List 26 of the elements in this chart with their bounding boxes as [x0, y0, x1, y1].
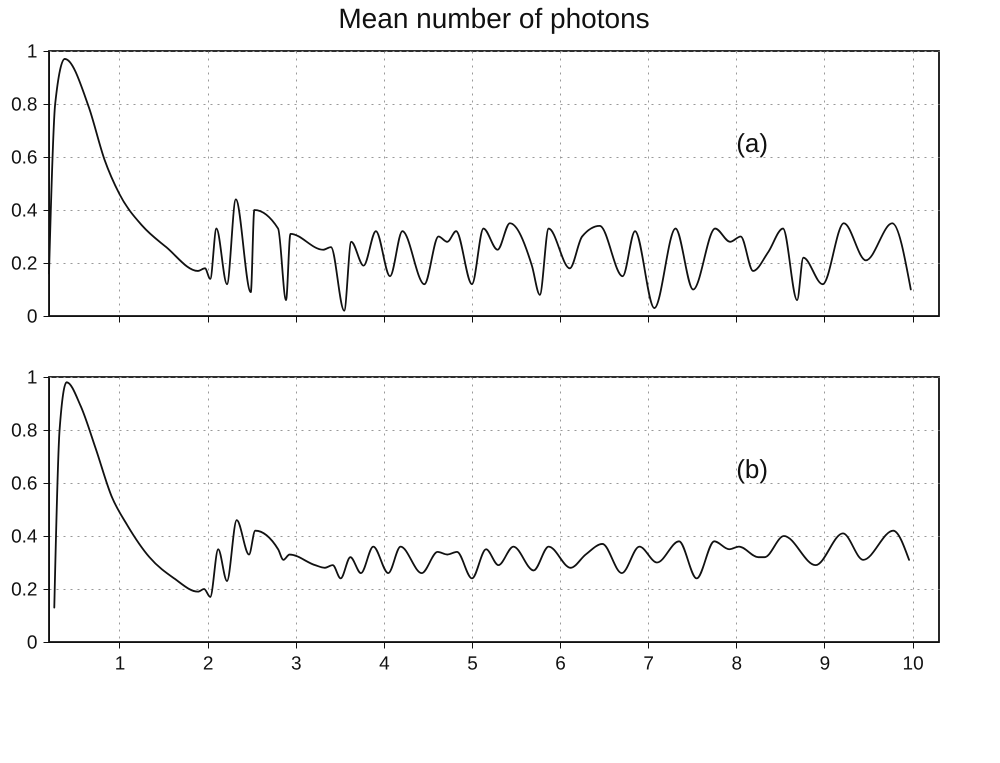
y-tick-label: 0 — [26, 306, 38, 328]
y-tick-label: 0.6 — [11, 148, 38, 168]
x-tick-label: 6 — [555, 654, 566, 674]
y-tick-label: 0 — [26, 632, 38, 654]
y-tick-label: 1 — [26, 368, 38, 388]
y-tick-label: 0.4 — [11, 200, 38, 222]
annotation: (a) — [736, 128, 768, 158]
chart-title: Mean number of photons — [338, 3, 650, 34]
x-tick-label: 9 — [820, 654, 830, 674]
y-tick-label: 1 — [26, 42, 38, 62]
y-tick-label: 0.8 — [11, 420, 38, 442]
line-series — [53, 381, 910, 608]
y-tick-label: 0.4 — [11, 526, 38, 548]
y-tick-label: 0.2 — [11, 254, 38, 274]
x-tick-label: 1 — [114, 654, 126, 674]
x-tick-label: 2 — [202, 654, 214, 674]
x-tick-label: 4 — [379, 654, 390, 674]
y-tick-label: 0.8 — [11, 94, 38, 116]
x-tick-label: 10 — [902, 654, 924, 674]
y-tick-label: 0.6 — [11, 474, 38, 494]
x-tick-label: 8 — [732, 654, 742, 674]
annotation: (b) — [736, 454, 768, 484]
x-tick-label: 7 — [643, 654, 654, 674]
y-tick-label: 0.2 — [11, 580, 38, 600]
x-tick-label: 5 — [467, 654, 478, 674]
x-tick-label: 3 — [290, 654, 302, 674]
